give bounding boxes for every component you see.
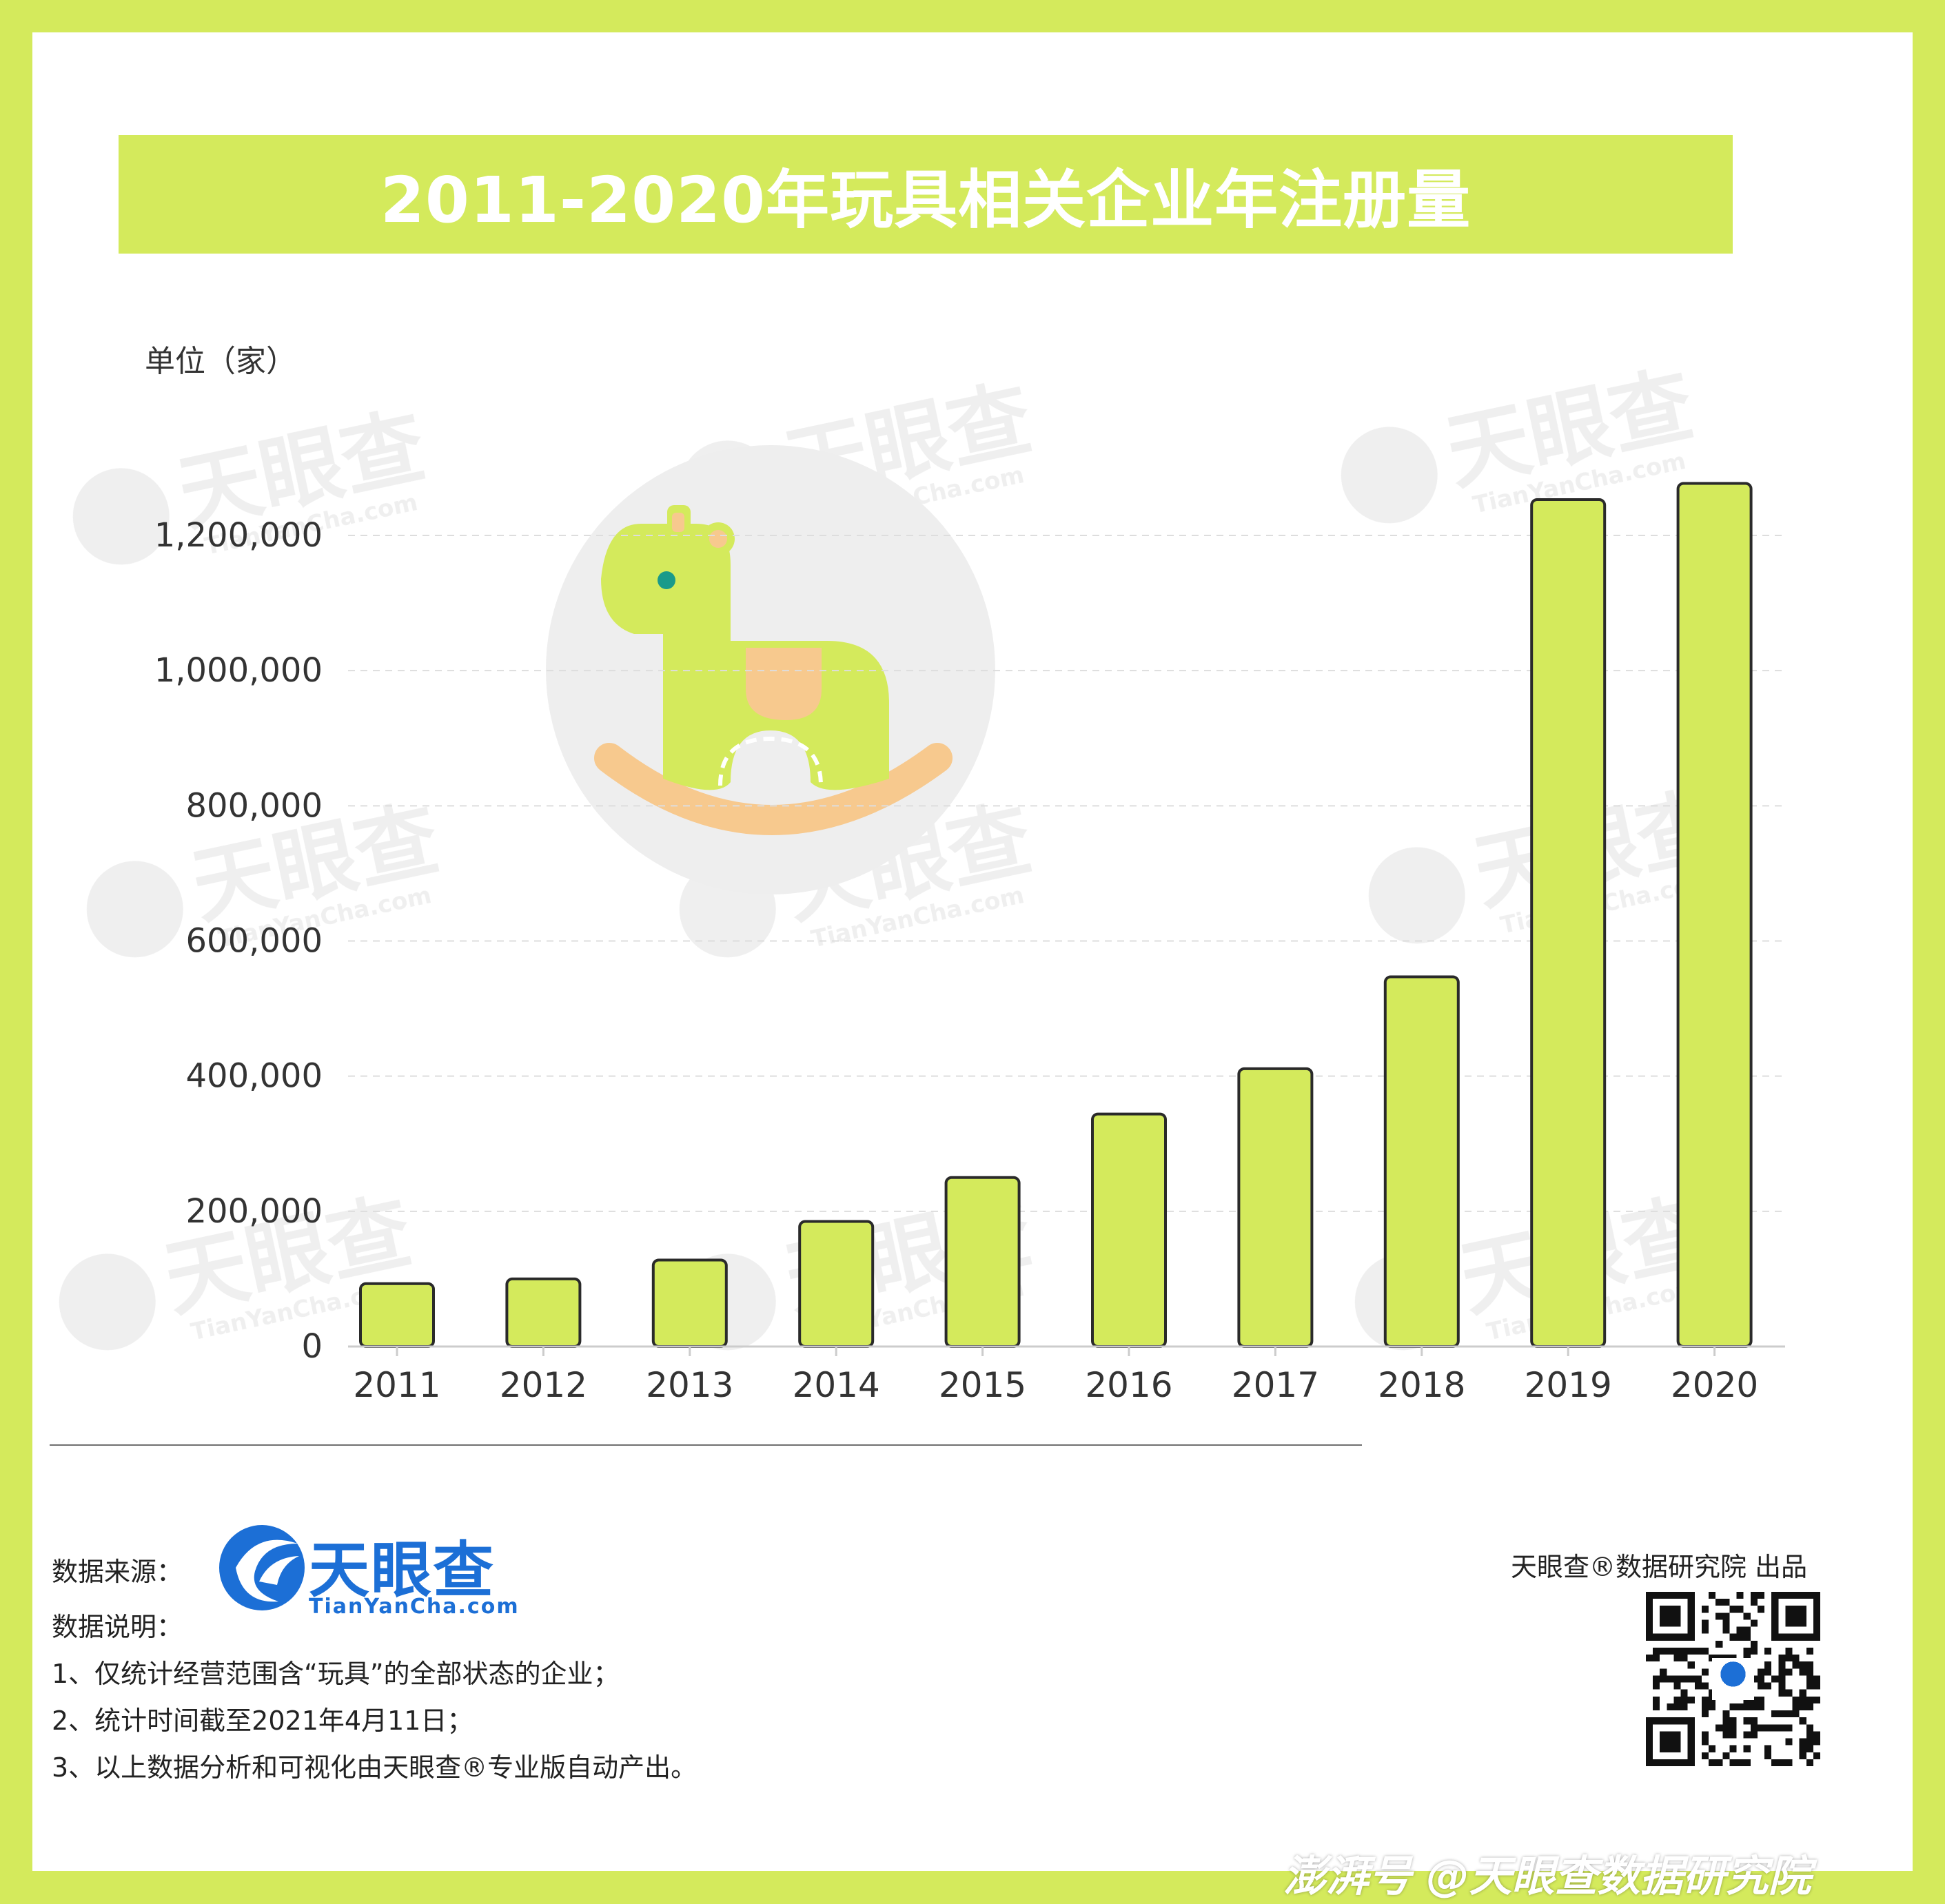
publisher-credit: 天眼查®数据研究院 出品 (1511, 1552, 1808, 1582)
brand-url: TianYanCha.com (309, 1595, 520, 1619)
x-tick-label: 2017 (1232, 1365, 1319, 1405)
x-tick-label: 2018 (1378, 1365, 1465, 1405)
y-tick-label: 0 (301, 1327, 323, 1366)
bar-2013 (651, 1258, 728, 1349)
x-tick-label: 2016 (1085, 1365, 1172, 1405)
bar-2018 (1383, 975, 1460, 1348)
rocking-horse-icon (546, 445, 995, 894)
x-tick-label: 2015 (939, 1365, 1026, 1405)
unit-label: 单位（家） (145, 344, 296, 379)
bar-2014 (798, 1220, 875, 1348)
title-banner: 2011-2020年玩具相关企业年注册量 (119, 135, 1733, 254)
x-tick-label: 2013 (646, 1365, 733, 1405)
x-tick-label: 2020 (1671, 1365, 1758, 1405)
note-item: 2、统计时间截至2021年4月11日； (52, 1706, 473, 1736)
note-item: 3、以上数据分析和可视化由天眼查®专业版自动产出。 (52, 1752, 697, 1783)
bar-2020 (1676, 482, 1753, 1348)
x-tick-label: 2014 (793, 1365, 880, 1405)
qr-code-icon (1646, 1592, 1820, 1766)
bar-2011 (359, 1282, 435, 1348)
platform-credit: 澎湃号 @天眼查数据研究院 (1283, 1851, 1811, 1901)
x-tick-label: 2012 (500, 1365, 587, 1405)
x-tick-label: 2019 (1525, 1365, 1612, 1405)
x-tick-label: 2011 (353, 1365, 440, 1405)
y-tick-label: 1,200,000 (154, 516, 323, 555)
y-tick-label: 400,000 (186, 1057, 323, 1096)
y-axis-tick-labels: 0 200,000 400,000 600,000 800,000 1,000,000 1,… (154, 516, 323, 1366)
footer-divider (50, 1444, 1362, 1446)
brand-name: 天眼查 (309, 1535, 496, 1606)
y-tick-label: 800,000 (186, 786, 323, 825)
notes-heading: 数据说明： (52, 1612, 183, 1642)
bar-2019 (1530, 498, 1607, 1348)
y-tick-label: 600,000 (186, 922, 323, 961)
bar-2015 (944, 1176, 1021, 1348)
note-item: 1、仅统计经营范围含“玩具”的全部状态的企业； (52, 1659, 620, 1689)
bar-2012 (505, 1277, 582, 1348)
tianyancha-logo-icon (219, 1525, 305, 1610)
bar-2016 (1091, 1112, 1167, 1349)
x-axis-tick-labels: 2011 2012 2013 2014 2015 2016 2017 2018 2019 2020 (353, 1347, 1758, 1405)
y-tick-label: 1,000,000 (154, 651, 323, 690)
y-tick-label: 200,000 (186, 1192, 323, 1231)
source-label: 数据来源： (52, 1557, 183, 1587)
bars (359, 482, 1753, 1349)
chart-title: 2011-2020年玩具相关企业年注册量 (380, 163, 1472, 237)
bar-2017 (1237, 1067, 1314, 1348)
